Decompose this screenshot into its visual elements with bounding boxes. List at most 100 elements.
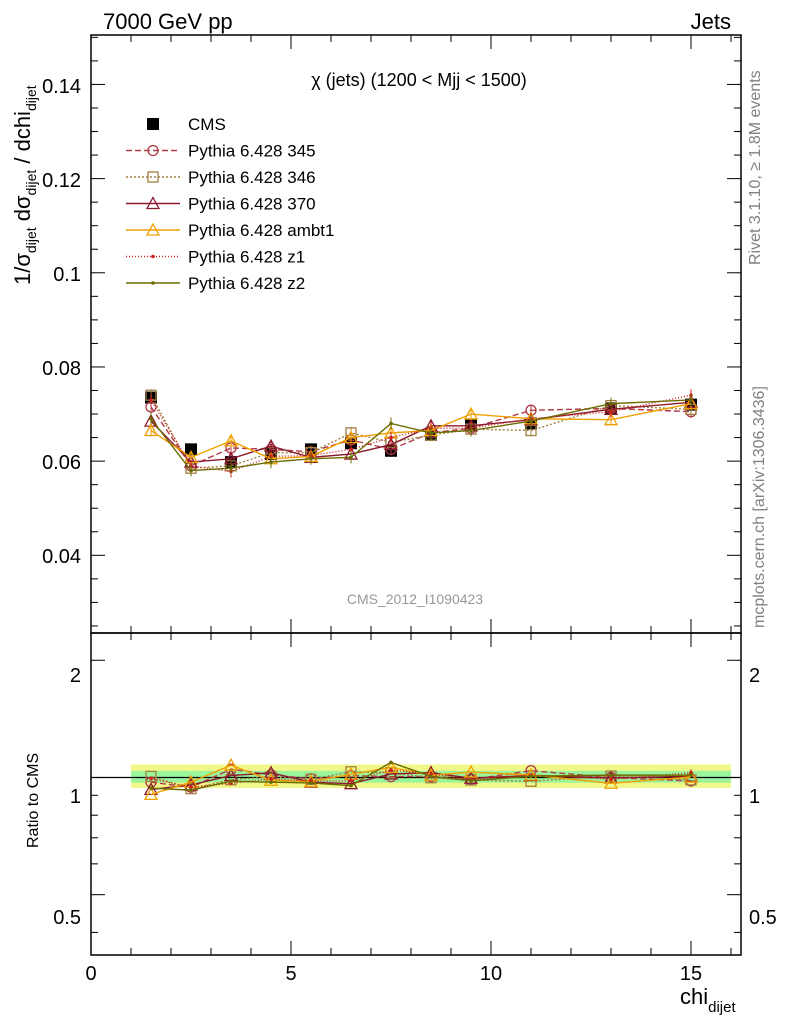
x-tick-label: 10 bbox=[480, 963, 502, 985]
ratio-point bbox=[523, 767, 539, 781]
series-line bbox=[150, 394, 692, 469]
data-point bbox=[223, 433, 239, 447]
ratio-y-tick-labels: 0.5 1 2 0.5 1 2 bbox=[53, 665, 777, 929]
legend-label: Pythia 6.428 346 bbox=[188, 168, 316, 187]
ratio-point bbox=[689, 773, 693, 777]
y-tick-label: 0.1 bbox=[53, 264, 81, 286]
ratio-point bbox=[303, 774, 319, 788]
x-tick-labels: 0 5 10 15 bbox=[85, 963, 702, 985]
legend-marker bbox=[147, 144, 159, 157]
data-point bbox=[349, 447, 353, 452]
ratio-point bbox=[389, 768, 393, 772]
ratio-point bbox=[223, 757, 239, 771]
header-left: 7000 GeV pp bbox=[103, 9, 233, 34]
ratio-tick-label-right: 1 bbox=[749, 786, 760, 808]
ratio-point bbox=[429, 774, 433, 779]
ratio-tick-label: 1 bbox=[70, 786, 81, 808]
y-label-part-b: dσ bbox=[10, 195, 35, 227]
ratio-point bbox=[263, 772, 279, 786]
legend-marker bbox=[145, 222, 161, 236]
data-point bbox=[683, 396, 699, 410]
ratio-point bbox=[269, 780, 273, 785]
rivet-label: Rivet 3.1.10, ≥ 1.8M events bbox=[747, 70, 764, 265]
ratio-point bbox=[383, 760, 399, 774]
y-label-sub-c: dijet bbox=[23, 85, 39, 111]
data-point bbox=[389, 435, 393, 440]
data-point bbox=[185, 443, 197, 456]
data-point bbox=[463, 406, 479, 420]
data-point bbox=[143, 423, 159, 437]
data-point bbox=[603, 412, 619, 426]
y-label-sub-b: dijet bbox=[23, 170, 39, 196]
ratio-point bbox=[189, 788, 193, 792]
x-label-main: chi bbox=[680, 984, 708, 1009]
x-axis-label: chidijet bbox=[680, 984, 736, 1016]
ratio-tick-label-right: 0.5 bbox=[749, 907, 777, 929]
ratio-point bbox=[389, 760, 393, 765]
ratio-point bbox=[463, 770, 479, 784]
legend-marker bbox=[151, 254, 155, 259]
data-point bbox=[149, 398, 153, 402]
legend-label: Pythia 6.428 345 bbox=[188, 142, 316, 161]
ratio-point bbox=[189, 785, 193, 790]
y-label-part-c: / dchi bbox=[10, 111, 35, 170]
ratio-line bbox=[150, 771, 692, 790]
x-tick-label: 0 bbox=[85, 963, 96, 985]
ratio-plot-frame bbox=[90, 632, 742, 956]
ratio-tick-label: 2 bbox=[70, 665, 81, 687]
data-point bbox=[229, 466, 233, 470]
ratio-tick-label-right: 2 bbox=[749, 665, 760, 687]
legend: CMS Pythia 6.428 345 Pythia 6.428 346 Pythi… bbox=[126, 115, 334, 293]
data-point bbox=[609, 409, 613, 414]
ratio-line bbox=[150, 768, 692, 788]
legend-marker bbox=[145, 196, 161, 210]
data-point bbox=[269, 460, 273, 464]
legend-label: Pythia 6.428 z2 bbox=[188, 274, 305, 293]
ratio-y-axis-label: Ratio to CMS bbox=[25, 753, 42, 848]
ratio-point bbox=[529, 774, 533, 779]
x-tick-label: 5 bbox=[285, 963, 296, 985]
ratio-point bbox=[609, 777, 613, 781]
series-line bbox=[150, 406, 692, 467]
ratio-point bbox=[683, 769, 699, 783]
data-point bbox=[469, 428, 473, 433]
ratio-point bbox=[145, 770, 157, 782]
y-tick-label: 0.12 bbox=[42, 170, 81, 192]
data-point bbox=[149, 416, 153, 421]
y-tick-label: 0.04 bbox=[42, 546, 81, 568]
ratio-point bbox=[349, 783, 353, 788]
legend-marker bbox=[151, 281, 155, 285]
ratio-point bbox=[143, 787, 159, 801]
ratio-point bbox=[429, 772, 433, 776]
ratio-point bbox=[269, 777, 273, 781]
y-label-part-a: 1/σ bbox=[10, 253, 35, 285]
ratio-point bbox=[229, 779, 233, 783]
x-tick-label: 15 bbox=[680, 963, 702, 985]
data-point bbox=[389, 421, 393, 426]
ratio-line bbox=[150, 761, 692, 791]
ratio-point bbox=[383, 766, 399, 780]
ratio-series bbox=[143, 757, 699, 801]
legend-label: Pythia 6.428 370 bbox=[188, 195, 316, 214]
y-tick-label: 0.06 bbox=[42, 452, 81, 474]
y-tick-label: 0.08 bbox=[42, 358, 81, 380]
ratio-point bbox=[149, 776, 153, 781]
y-label-sub-a: dijet bbox=[23, 227, 39, 253]
ratio-tick-label: 0.5 bbox=[53, 907, 81, 929]
data-point bbox=[349, 455, 353, 460]
data-point bbox=[609, 401, 613, 406]
data-point bbox=[309, 456, 313, 461]
series-line bbox=[150, 394, 692, 473]
plot-title: χ (jets) (1200 < Mjj < 1500) bbox=[311, 70, 527, 90]
data-point bbox=[429, 431, 433, 435]
ratio-point bbox=[309, 781, 313, 785]
data-point bbox=[189, 468, 193, 473]
ratio-point bbox=[609, 773, 613, 777]
legend-marker bbox=[147, 171, 159, 183]
analysis-watermark: CMS_2012_I1090423 bbox=[347, 591, 483, 607]
legend-label: Pythia 6.428 ambt1 bbox=[188, 221, 334, 240]
y-tick-label: 0.14 bbox=[42, 76, 81, 98]
header-right: Jets bbox=[691, 9, 731, 34]
series-line bbox=[150, 399, 692, 472]
